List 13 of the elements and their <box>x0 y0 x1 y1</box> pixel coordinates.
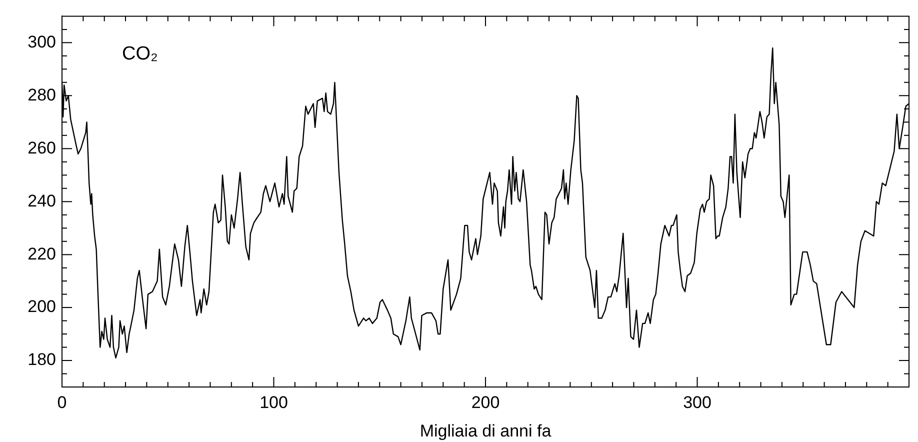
y-tick-label: 280 <box>28 85 56 104</box>
y-tick-label: 200 <box>28 297 56 316</box>
y-tick-label: 220 <box>28 244 56 264</box>
x-tick-label: 100 <box>260 392 288 412</box>
y-tick-label: 240 <box>28 191 56 210</box>
x-tick-label: 300 <box>683 392 712 412</box>
x-tick-label: 0 <box>57 392 67 412</box>
x-axis-title: Migliaia di anni fa <box>420 421 552 440</box>
annotation: CO₂ <box>122 43 158 64</box>
x-tick-label: 200 <box>471 392 500 412</box>
y-tick-label: 260 <box>28 138 56 158</box>
y-tick-label: 180 <box>28 350 56 370</box>
y-tick-label: 300 <box>28 32 56 52</box>
